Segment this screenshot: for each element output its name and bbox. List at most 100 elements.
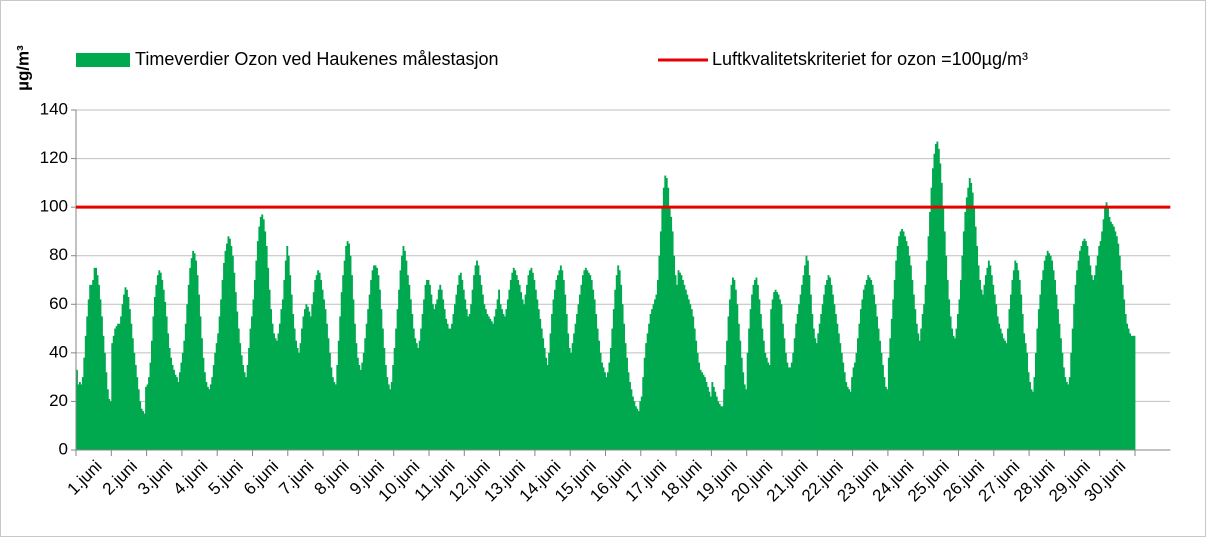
bar <box>334 384 337 450</box>
bar <box>392 365 395 450</box>
bar <box>708 391 711 450</box>
bar <box>487 316 490 450</box>
bar <box>868 277 871 450</box>
bar <box>551 314 553 450</box>
bar <box>342 275 345 450</box>
bar <box>899 231 902 450</box>
bar <box>952 335 955 450</box>
bar <box>209 384 212 450</box>
bar <box>1017 270 1020 450</box>
bar <box>907 246 909 450</box>
bar <box>1040 280 1043 450</box>
bar <box>158 270 161 450</box>
bar <box>665 178 668 450</box>
bar <box>330 367 333 450</box>
legend-label: Timeverdier Ozon ved Haukenes målestasjo… <box>135 49 499 69</box>
bar <box>1045 255 1048 450</box>
bar <box>473 275 475 450</box>
bar <box>976 246 979 450</box>
bar <box>1086 246 1089 450</box>
bar <box>884 386 887 450</box>
bar <box>105 372 108 450</box>
bar <box>93 267 96 450</box>
bar <box>959 280 962 450</box>
bar <box>1120 270 1123 450</box>
bar <box>408 284 411 450</box>
bar <box>168 348 171 450</box>
bar <box>662 187 665 450</box>
bar <box>506 299 509 450</box>
bar <box>355 343 358 450</box>
bar <box>726 340 728 450</box>
bar <box>1130 335 1133 450</box>
bar <box>336 365 339 450</box>
bar <box>590 280 593 450</box>
bar <box>523 304 526 450</box>
bar <box>1024 343 1027 450</box>
bar <box>951 328 954 450</box>
bar <box>964 212 967 450</box>
bar <box>284 260 287 450</box>
bar <box>565 314 568 450</box>
bar <box>743 384 746 450</box>
bar <box>570 352 573 450</box>
bar <box>274 338 277 450</box>
bar <box>811 314 814 450</box>
bar <box>296 348 299 450</box>
bar <box>228 238 231 450</box>
bar <box>695 340 698 450</box>
bar <box>258 226 261 450</box>
bar <box>837 333 840 450</box>
bar <box>259 216 262 450</box>
bar <box>461 280 464 450</box>
bar <box>195 260 198 450</box>
bar <box>283 280 286 450</box>
bar <box>854 362 856 450</box>
bar <box>220 299 223 450</box>
bar <box>942 207 945 450</box>
bar <box>512 267 515 450</box>
bar <box>924 284 927 450</box>
bar <box>171 365 174 450</box>
bar <box>786 362 789 450</box>
bar <box>640 396 643 450</box>
bar <box>159 272 162 450</box>
bar <box>406 275 409 450</box>
bar <box>433 309 436 450</box>
bar <box>973 207 976 450</box>
bar <box>364 338 367 450</box>
bar <box>615 275 618 450</box>
bar <box>917 333 920 450</box>
bar <box>840 352 843 450</box>
bar <box>940 182 943 450</box>
bar <box>203 372 206 450</box>
bar <box>636 408 639 450</box>
bar <box>1007 328 1009 450</box>
bar <box>454 304 456 450</box>
bar <box>1115 236 1118 450</box>
bar <box>502 314 505 450</box>
bar <box>748 328 751 450</box>
bar <box>771 299 774 450</box>
bar <box>124 287 127 450</box>
bar <box>624 343 627 450</box>
bar <box>439 284 442 450</box>
bar <box>909 265 912 450</box>
bar <box>323 299 325 450</box>
bar <box>858 323 861 450</box>
bar <box>468 314 471 450</box>
bar <box>768 365 771 450</box>
bar <box>1124 314 1127 450</box>
bar <box>412 328 415 450</box>
bar <box>442 299 445 450</box>
bar <box>501 309 503 450</box>
bar <box>540 328 543 450</box>
bar <box>174 374 177 450</box>
bar <box>543 348 546 450</box>
bar <box>505 309 508 450</box>
bar <box>167 333 170 450</box>
bar <box>684 289 687 450</box>
bar <box>227 236 230 450</box>
bar <box>483 304 486 450</box>
bar <box>123 294 125 450</box>
